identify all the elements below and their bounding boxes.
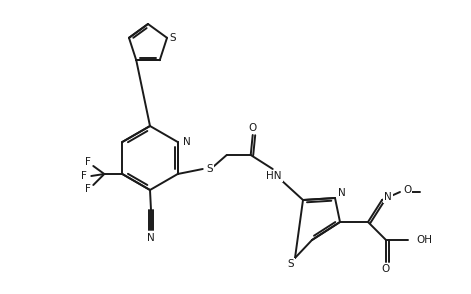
Text: S: S — [288, 259, 294, 269]
Text: S: S — [207, 164, 213, 174]
Text: F: F — [81, 171, 87, 181]
Text: F: F — [85, 184, 91, 194]
Text: N: N — [183, 137, 190, 147]
Text: O: O — [249, 123, 257, 133]
Text: OH: OH — [416, 235, 432, 245]
Text: HN: HN — [266, 171, 282, 181]
Text: O: O — [382, 264, 390, 274]
Text: O: O — [403, 185, 411, 195]
Text: N: N — [384, 192, 392, 202]
Text: N: N — [338, 188, 346, 198]
Text: F: F — [85, 157, 91, 167]
Text: N: N — [147, 233, 155, 243]
Text: S: S — [169, 33, 176, 43]
